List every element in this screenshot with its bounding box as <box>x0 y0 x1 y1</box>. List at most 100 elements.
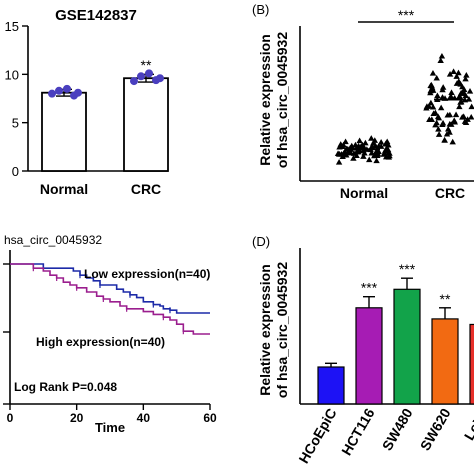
data-point <box>446 120 453 127</box>
panel-c-legend-low: Low expression(n=40) <box>84 267 210 281</box>
x-tick-label: LoVo <box>461 406 474 443</box>
data-point <box>468 103 474 110</box>
x-tick-label: HCT116 <box>338 405 378 458</box>
data-point <box>137 72 145 81</box>
data-point <box>74 88 82 97</box>
data-point <box>430 87 437 93</box>
data-point <box>342 150 349 157</box>
data-point <box>462 119 470 126</box>
bar-lovo <box>469 323 474 405</box>
panel-d-y-label-1: Relative expression <box>257 264 273 396</box>
data-point <box>439 84 447 90</box>
panel-b-significance: *** <box>398 7 415 23</box>
significance-marker: ** <box>440 291 451 307</box>
data-point <box>432 121 439 128</box>
panel-a-title: GSE142837 <box>55 7 137 24</box>
data-point <box>456 103 463 110</box>
panel-a: GSE142837 0 5 10 15 Normal CRC ** <box>5 7 169 197</box>
data-point <box>382 140 390 146</box>
data-point <box>452 111 460 118</box>
data-point <box>356 137 363 144</box>
data-point <box>455 78 462 84</box>
data-point <box>350 150 358 156</box>
data-point <box>447 93 455 99</box>
data-point <box>371 151 379 158</box>
data-point <box>459 90 466 96</box>
bar-hct116 <box>355 307 383 405</box>
data-point <box>453 73 460 79</box>
data-point <box>336 151 343 157</box>
data-point <box>156 74 164 83</box>
data-point <box>441 137 448 143</box>
data-point <box>439 119 447 126</box>
data-point <box>55 86 63 95</box>
panel-c: hsa_circ_0045932 0 20 40 60 Low expression(… <box>3 233 217 435</box>
panel-d-label: (D) <box>252 234 270 249</box>
y-tick-label: 5 <box>12 116 19 131</box>
panel-b-y-label-1: Relative expression <box>257 34 273 166</box>
significance-marker: *** <box>361 280 378 296</box>
data-point <box>449 138 456 145</box>
data-point <box>435 114 443 121</box>
panel-c-x-ticks: 0 20 40 60 <box>7 404 217 425</box>
data-point <box>427 99 435 106</box>
data-point <box>437 57 444 63</box>
panel-d-bars: ******** <box>317 261 474 405</box>
data-point <box>423 104 430 111</box>
data-point <box>444 111 451 118</box>
data-point <box>468 113 474 120</box>
data-point <box>362 139 369 146</box>
panel-b-points <box>334 52 474 165</box>
data-point <box>465 96 473 102</box>
data-point <box>455 69 462 76</box>
data-point <box>385 154 393 160</box>
data-point <box>433 74 440 81</box>
panel-b-x-label-crc: CRC <box>435 185 465 201</box>
x-tick-label: 0 <box>7 411 14 425</box>
data-point <box>463 71 470 78</box>
data-point <box>434 92 441 99</box>
data-point <box>462 92 469 98</box>
panel-d-y-label-2: of hsa_circ_0045932 <box>274 262 290 398</box>
data-point <box>359 141 366 148</box>
panel-c-legend-high: High expression(n=40) <box>36 335 165 349</box>
data-point <box>355 148 362 155</box>
data-point <box>377 138 385 145</box>
data-point <box>366 156 373 163</box>
data-point <box>446 70 454 77</box>
bar <box>41 91 87 172</box>
data-point <box>466 87 474 94</box>
data-point <box>130 77 138 86</box>
data-point <box>438 52 446 59</box>
panel-b-label: (B) <box>252 2 269 17</box>
bar <box>123 77 169 172</box>
x-tick-label: SW480 <box>379 405 416 453</box>
data-point <box>48 89 56 98</box>
bar-sw480 <box>393 288 421 405</box>
x-tick-label: SW620 <box>417 405 454 453</box>
data-point <box>428 116 435 122</box>
data-point <box>368 149 375 156</box>
panel-c-x-label: Time <box>95 420 125 435</box>
data-point <box>337 141 344 147</box>
data-point <box>429 69 437 76</box>
data-point <box>462 75 469 82</box>
data-point <box>384 146 392 153</box>
panel-c-title: hsa_circ_0045932 <box>4 233 102 247</box>
data-point <box>63 84 71 93</box>
data-point <box>437 104 445 111</box>
panel-b-y-label-2: of hsa_circ_0045932 <box>274 32 290 168</box>
data-point <box>446 129 453 135</box>
bar-sw620 <box>431 318 459 405</box>
panel-b: (B) Relative expression of hsa_circ_0045… <box>252 2 474 201</box>
data-point <box>372 142 379 149</box>
data-point <box>346 147 353 154</box>
data-point <box>458 98 465 105</box>
data-point <box>460 113 467 120</box>
survival-curve-low <box>10 263 210 314</box>
data-point <box>429 103 437 110</box>
significance-marker: *** <box>399 261 416 277</box>
x-tick-label: 60 <box>203 411 217 425</box>
